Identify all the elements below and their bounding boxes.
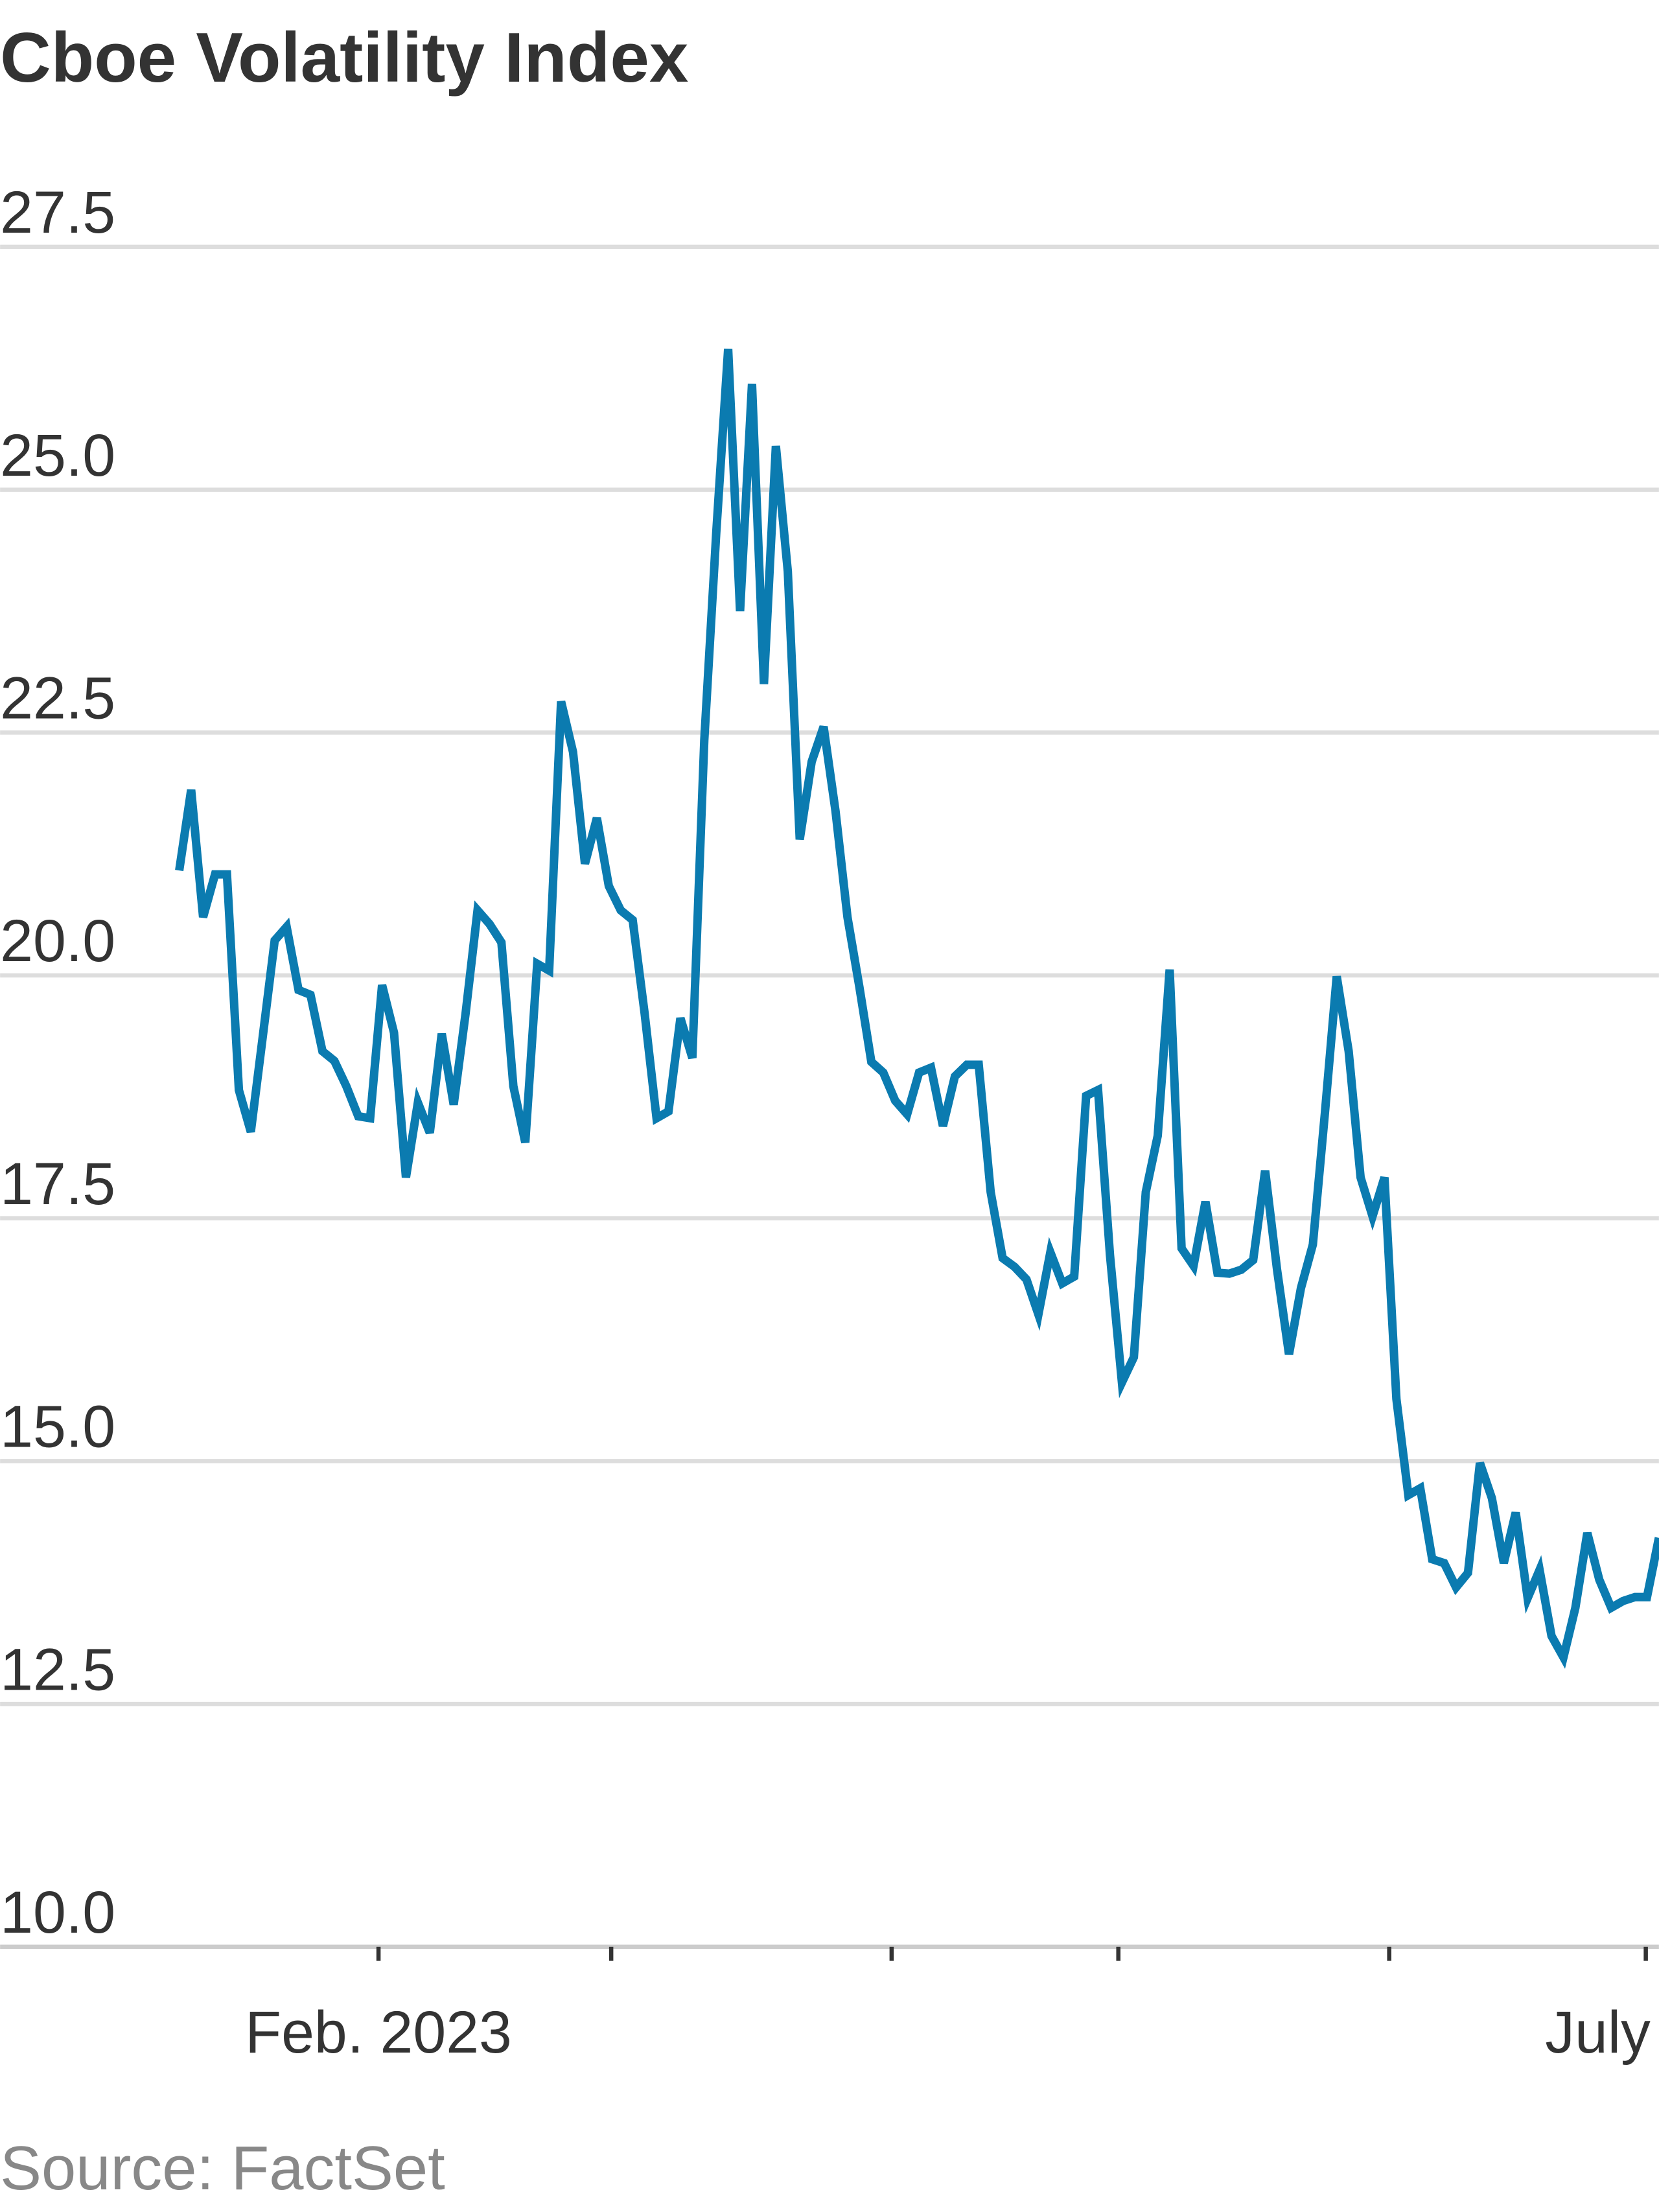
y-tick-label: 10.0 <box>0 1880 115 1946</box>
x-tick-label: Feb. 2023 <box>245 1999 512 2066</box>
line-series <box>175 348 1659 1669</box>
y-tick-label: 15.0 <box>0 1394 115 1460</box>
chart-title: Cboe Volatility Index <box>0 18 688 97</box>
source: Source: FactSet <box>0 2134 445 2203</box>
y-tick-label: 22.5 <box>0 666 115 732</box>
y-tick-label: 12.5 <box>0 1636 115 1703</box>
y-tick-label: 27.5 <box>0 180 115 246</box>
x-tick-label: July <box>1545 1999 1651 2066</box>
y-tick-label: 25.0 <box>0 423 115 489</box>
y-tick-label: 20.0 <box>0 908 115 974</box>
y-tick-label: 17.5 <box>0 1151 115 1217</box>
